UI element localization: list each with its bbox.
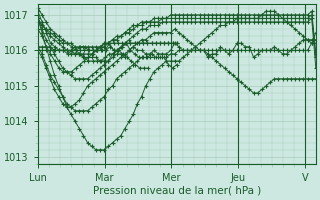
X-axis label: Pression niveau de la mer( hPa ): Pression niveau de la mer( hPa ) <box>93 186 261 196</box>
